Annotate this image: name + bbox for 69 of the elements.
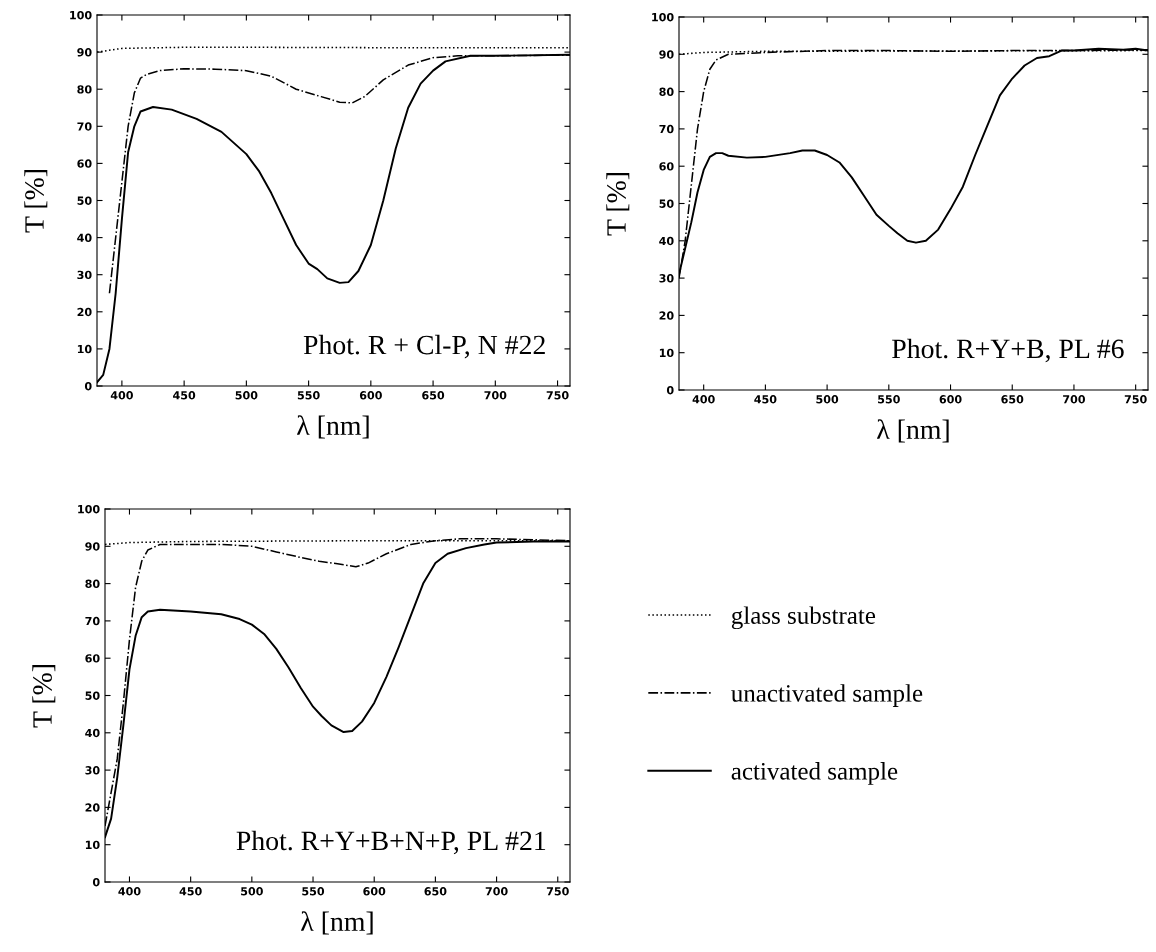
- x-tick-label: 700: [484, 391, 507, 400]
- annotation: Phot. R+Y+B, PL #6: [892, 338, 1124, 363]
- x-tick-label: 750: [1124, 395, 1147, 404]
- legend-label: glass substrate: [731, 606, 876, 630]
- x-tick-label: 600: [359, 391, 382, 400]
- x-tick-label: 700: [1063, 395, 1086, 404]
- y-tick-label: 60: [659, 162, 674, 171]
- y-tick-label: 90: [85, 542, 100, 551]
- x-tick-label: 450: [173, 391, 196, 400]
- y-tick-label: 80: [659, 87, 674, 96]
- y-tick-label: 70: [77, 122, 92, 131]
- y-tick-label: 100: [652, 12, 674, 22]
- x-tick-label: 500: [816, 395, 839, 404]
- y-tick-label: 100: [78, 504, 100, 514]
- y-tick-label: 10: [77, 344, 92, 354]
- x-tick-label: 400: [118, 887, 141, 896]
- x-tick-label: 650: [422, 391, 445, 400]
- y-tick-label: 20: [77, 307, 92, 317]
- y-tick-label: 30: [77, 270, 92, 280]
- y-tick-label: 50: [77, 196, 92, 205]
- y-tick-label: 90: [77, 48, 92, 57]
- x-tick-label: 550: [297, 391, 320, 400]
- x-tick-label: 700: [485, 887, 508, 896]
- y-axis-title: T [%]: [606, 173, 630, 236]
- y-tick-label: 70: [85, 616, 100, 626]
- x-tick-label: 650: [424, 887, 447, 896]
- x-tick-label: 450: [754, 395, 777, 404]
- annotation: Phot. R + Cl-P, N #22: [303, 334, 545, 359]
- y-tick-label: 40: [77, 233, 92, 242]
- y-tick-label: 10: [85, 840, 100, 850]
- y-tick-label: 60: [77, 159, 92, 168]
- x-axis-title: λ [nm]: [297, 415, 369, 439]
- x-axis-title: λ [nm]: [301, 911, 373, 935]
- x-tick-label: 550: [302, 887, 325, 896]
- x-tick-label: 550: [878, 395, 900, 404]
- y-tick-label: 0: [92, 877, 100, 887]
- y-tick-label: 30: [85, 766, 100, 775]
- y-tick-label: 80: [85, 579, 100, 588]
- x-axis-title: λ [nm]: [877, 419, 949, 443]
- x-tick-label: 750: [546, 887, 569, 896]
- x-tick-label: 500: [235, 391, 258, 400]
- y-tick-label: 30: [659, 274, 674, 283]
- y-axis-title: T [%]: [24, 170, 48, 233]
- legend-label: activated sample: [731, 762, 898, 785]
- legend-label: unactivated sample: [731, 684, 923, 707]
- y-tick-label: 90: [659, 50, 674, 59]
- x-tick-label: 400: [110, 391, 133, 400]
- x-tick-label: 400: [692, 395, 715, 404]
- x-tick-label: 600: [363, 887, 386, 896]
- y-tick-label: 40: [85, 728, 100, 738]
- y-tick-label: 20: [659, 311, 674, 320]
- y-tick-label: 50: [659, 199, 674, 208]
- y-tick-label: 0: [84, 381, 92, 391]
- annotation: Phot. R+Y+B+N+P, PL #21: [236, 830, 546, 855]
- x-tick-label: 450: [179, 887, 202, 896]
- y-tick-label: 50: [85, 691, 100, 700]
- y-tick-label: 40: [659, 236, 674, 246]
- y-axis-title: T [%]: [32, 665, 56, 728]
- y-tick-label: 60: [85, 654, 100, 663]
- y-tick-label: 70: [659, 124, 674, 134]
- y-tick-label: 20: [85, 803, 100, 812]
- y-tick-label: 10: [659, 348, 674, 358]
- x-tick-label: 600: [939, 395, 962, 404]
- y-tick-label: 100: [70, 10, 92, 20]
- y-tick-label: 0: [666, 385, 674, 395]
- y-tick-label: 80: [77, 85, 92, 94]
- x-tick-label: 750: [546, 391, 569, 400]
- x-tick-label: 650: [1001, 395, 1024, 404]
- x-tick-label: 500: [241, 887, 263, 896]
